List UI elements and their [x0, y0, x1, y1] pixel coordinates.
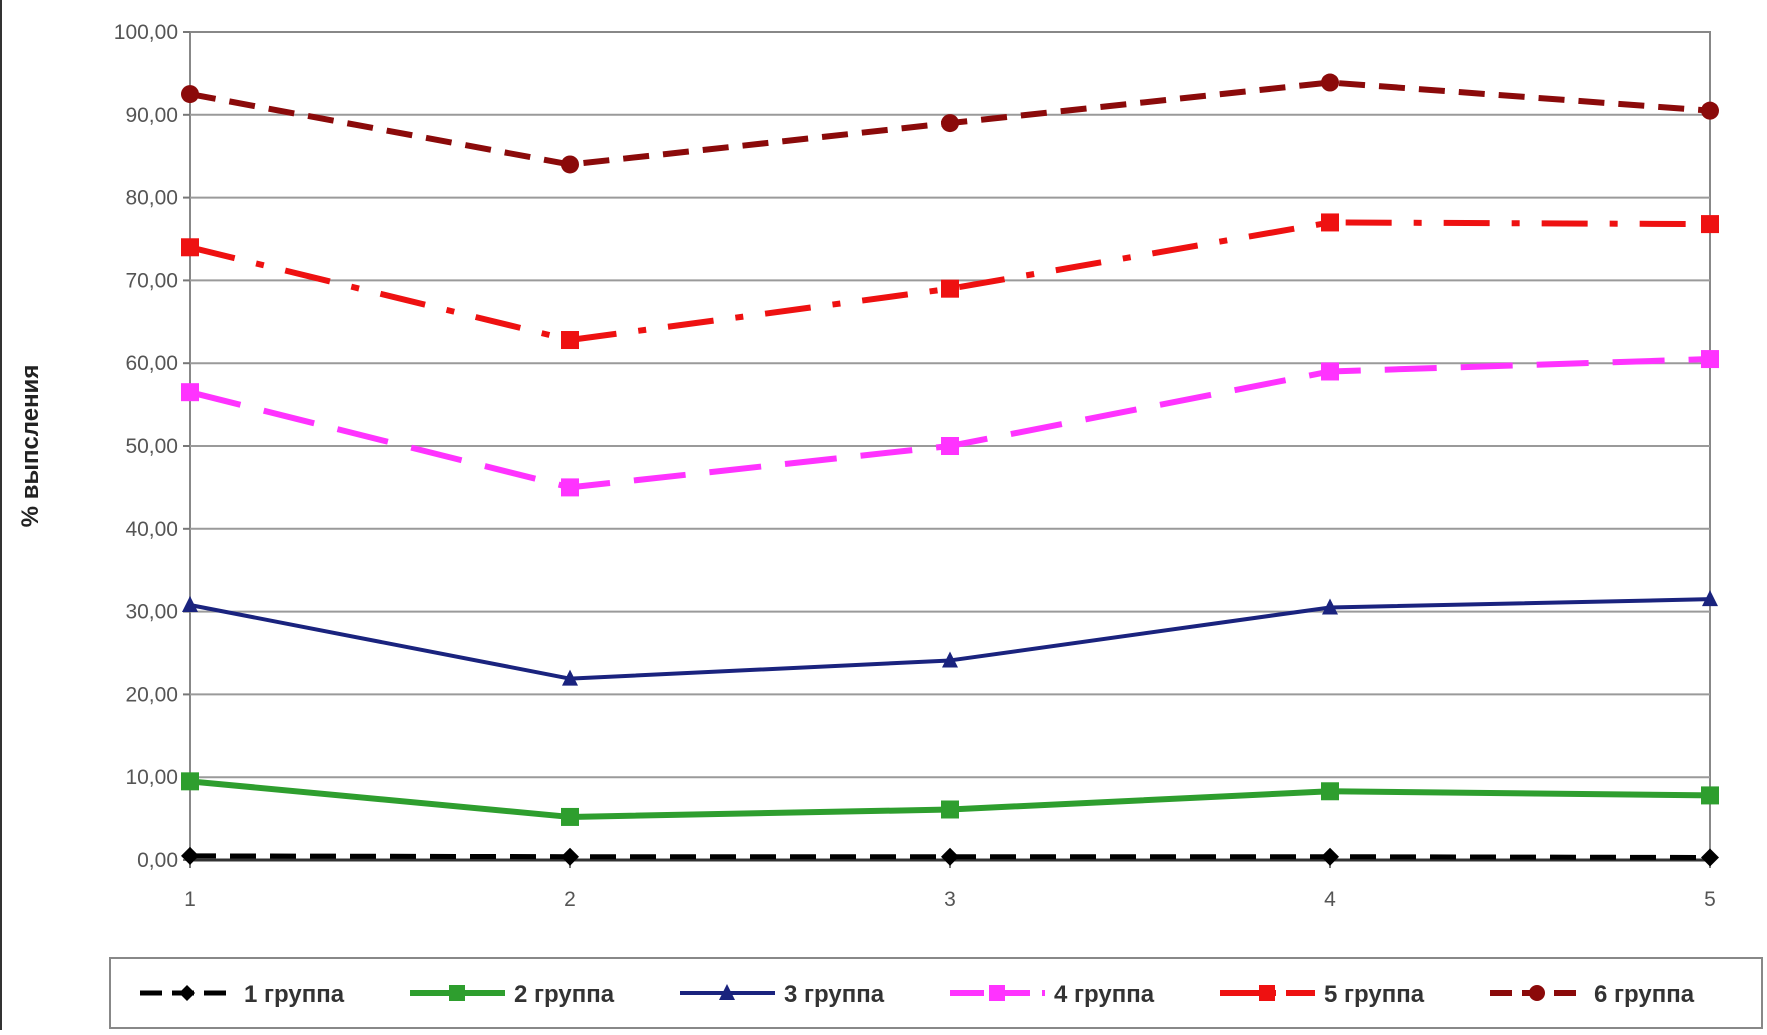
- data-point: [1701, 786, 1719, 805]
- y-axis-label: % выпсления: [17, 365, 44, 528]
- x-axis-ticks: 1 2 3 4 5: [184, 858, 1716, 911]
- data-point: [941, 800, 959, 819]
- data-point: [1322, 598, 1338, 615]
- data-point: [719, 984, 735, 1000]
- legend-item-4: 4 группа: [950, 981, 1155, 1008]
- legend-item-1: 1 группа: [140, 981, 345, 1008]
- data-point: [561, 331, 579, 350]
- legend-item-2: 2 группа: [410, 981, 615, 1008]
- x-tick-label: 1: [184, 888, 196, 911]
- series-4: [181, 350, 1719, 497]
- data-point: [941, 437, 959, 455]
- data-point: [1702, 590, 1718, 607]
- x-tick-label: 2: [564, 888, 576, 911]
- data-point: [1701, 350, 1719, 369]
- data-point: [181, 238, 199, 257]
- data-point: [181, 383, 199, 402]
- data-point: [941, 847, 959, 866]
- legend-item-3: 3 группа: [680, 981, 885, 1008]
- data-point: [561, 155, 579, 174]
- y-tick-label: 100,00: [114, 21, 178, 44]
- y-axis-ticks: 0,00 10,00 20,00 30,00 40,00 50,00 60,00 70,00 8…: [114, 21, 190, 872]
- data-point: [1701, 215, 1719, 234]
- x-tick-label: 4: [1324, 888, 1336, 911]
- legend-item-5: 5 группа: [1220, 981, 1425, 1008]
- legend-label: 2 группа: [514, 981, 615, 1008]
- series-5: [181, 213, 1719, 350]
- y-tick-label: 30,00: [125, 601, 178, 624]
- data-point: [449, 985, 465, 1001]
- data-point: [181, 846, 199, 865]
- data-point: [179, 985, 195, 1001]
- data-point: [1321, 847, 1339, 866]
- y-tick-label: 50,00: [125, 435, 178, 458]
- data-point: [941, 114, 959, 133]
- y-tick-label: 70,00: [125, 269, 178, 292]
- data-point: [1529, 985, 1545, 1001]
- data-point: [182, 595, 198, 612]
- series-1: [181, 846, 1719, 867]
- y-tick-label: 10,00: [125, 766, 178, 789]
- legend: 1 группа 2 группа 3 группа 4 группа 5 группа…: [140, 981, 1695, 1008]
- data-point: [1321, 782, 1339, 801]
- y-tick-label: 20,00: [125, 683, 178, 706]
- series-line: [189, 219, 1711, 344]
- data-point: [942, 651, 958, 668]
- legend-label: 1 группа: [244, 981, 345, 1008]
- series-2: [181, 772, 1719, 826]
- data-point: [989, 985, 1005, 1001]
- data-point: [1321, 362, 1339, 381]
- data-point: [181, 772, 199, 791]
- legend-label: 3 группа: [784, 981, 885, 1008]
- data-point: [1321, 73, 1339, 92]
- y-tick-label: 0,00: [137, 849, 178, 872]
- data-point: [561, 807, 579, 826]
- legend-item-6: 6 группа: [1490, 981, 1695, 1008]
- data-point: [941, 279, 959, 298]
- data-point: [1321, 213, 1339, 232]
- y-tick-label: 80,00: [125, 187, 178, 210]
- x-tick-label: 5: [1704, 888, 1716, 911]
- legend-label: 4 группа: [1054, 981, 1155, 1008]
- data-point: [1701, 101, 1719, 120]
- data-point: [1259, 985, 1275, 1001]
- legend-box: [109, 957, 1763, 1029]
- series-6: [181, 73, 1719, 174]
- legend-label: 5 группа: [1324, 981, 1425, 1008]
- x-tick-label: 3: [944, 888, 956, 911]
- data-point: [561, 478, 579, 497]
- y-tick-label: 60,00: [125, 352, 178, 375]
- y-tick-label: 40,00: [125, 518, 178, 541]
- y-tick-label: 90,00: [125, 104, 178, 127]
- series-layer: [181, 73, 1719, 867]
- data-point: [1701, 848, 1719, 867]
- series-3: [182, 590, 1718, 686]
- data-point: [181, 85, 199, 104]
- data-point: [561, 847, 579, 866]
- data-point: [562, 669, 578, 686]
- legend-label: 6 группа: [1594, 981, 1695, 1008]
